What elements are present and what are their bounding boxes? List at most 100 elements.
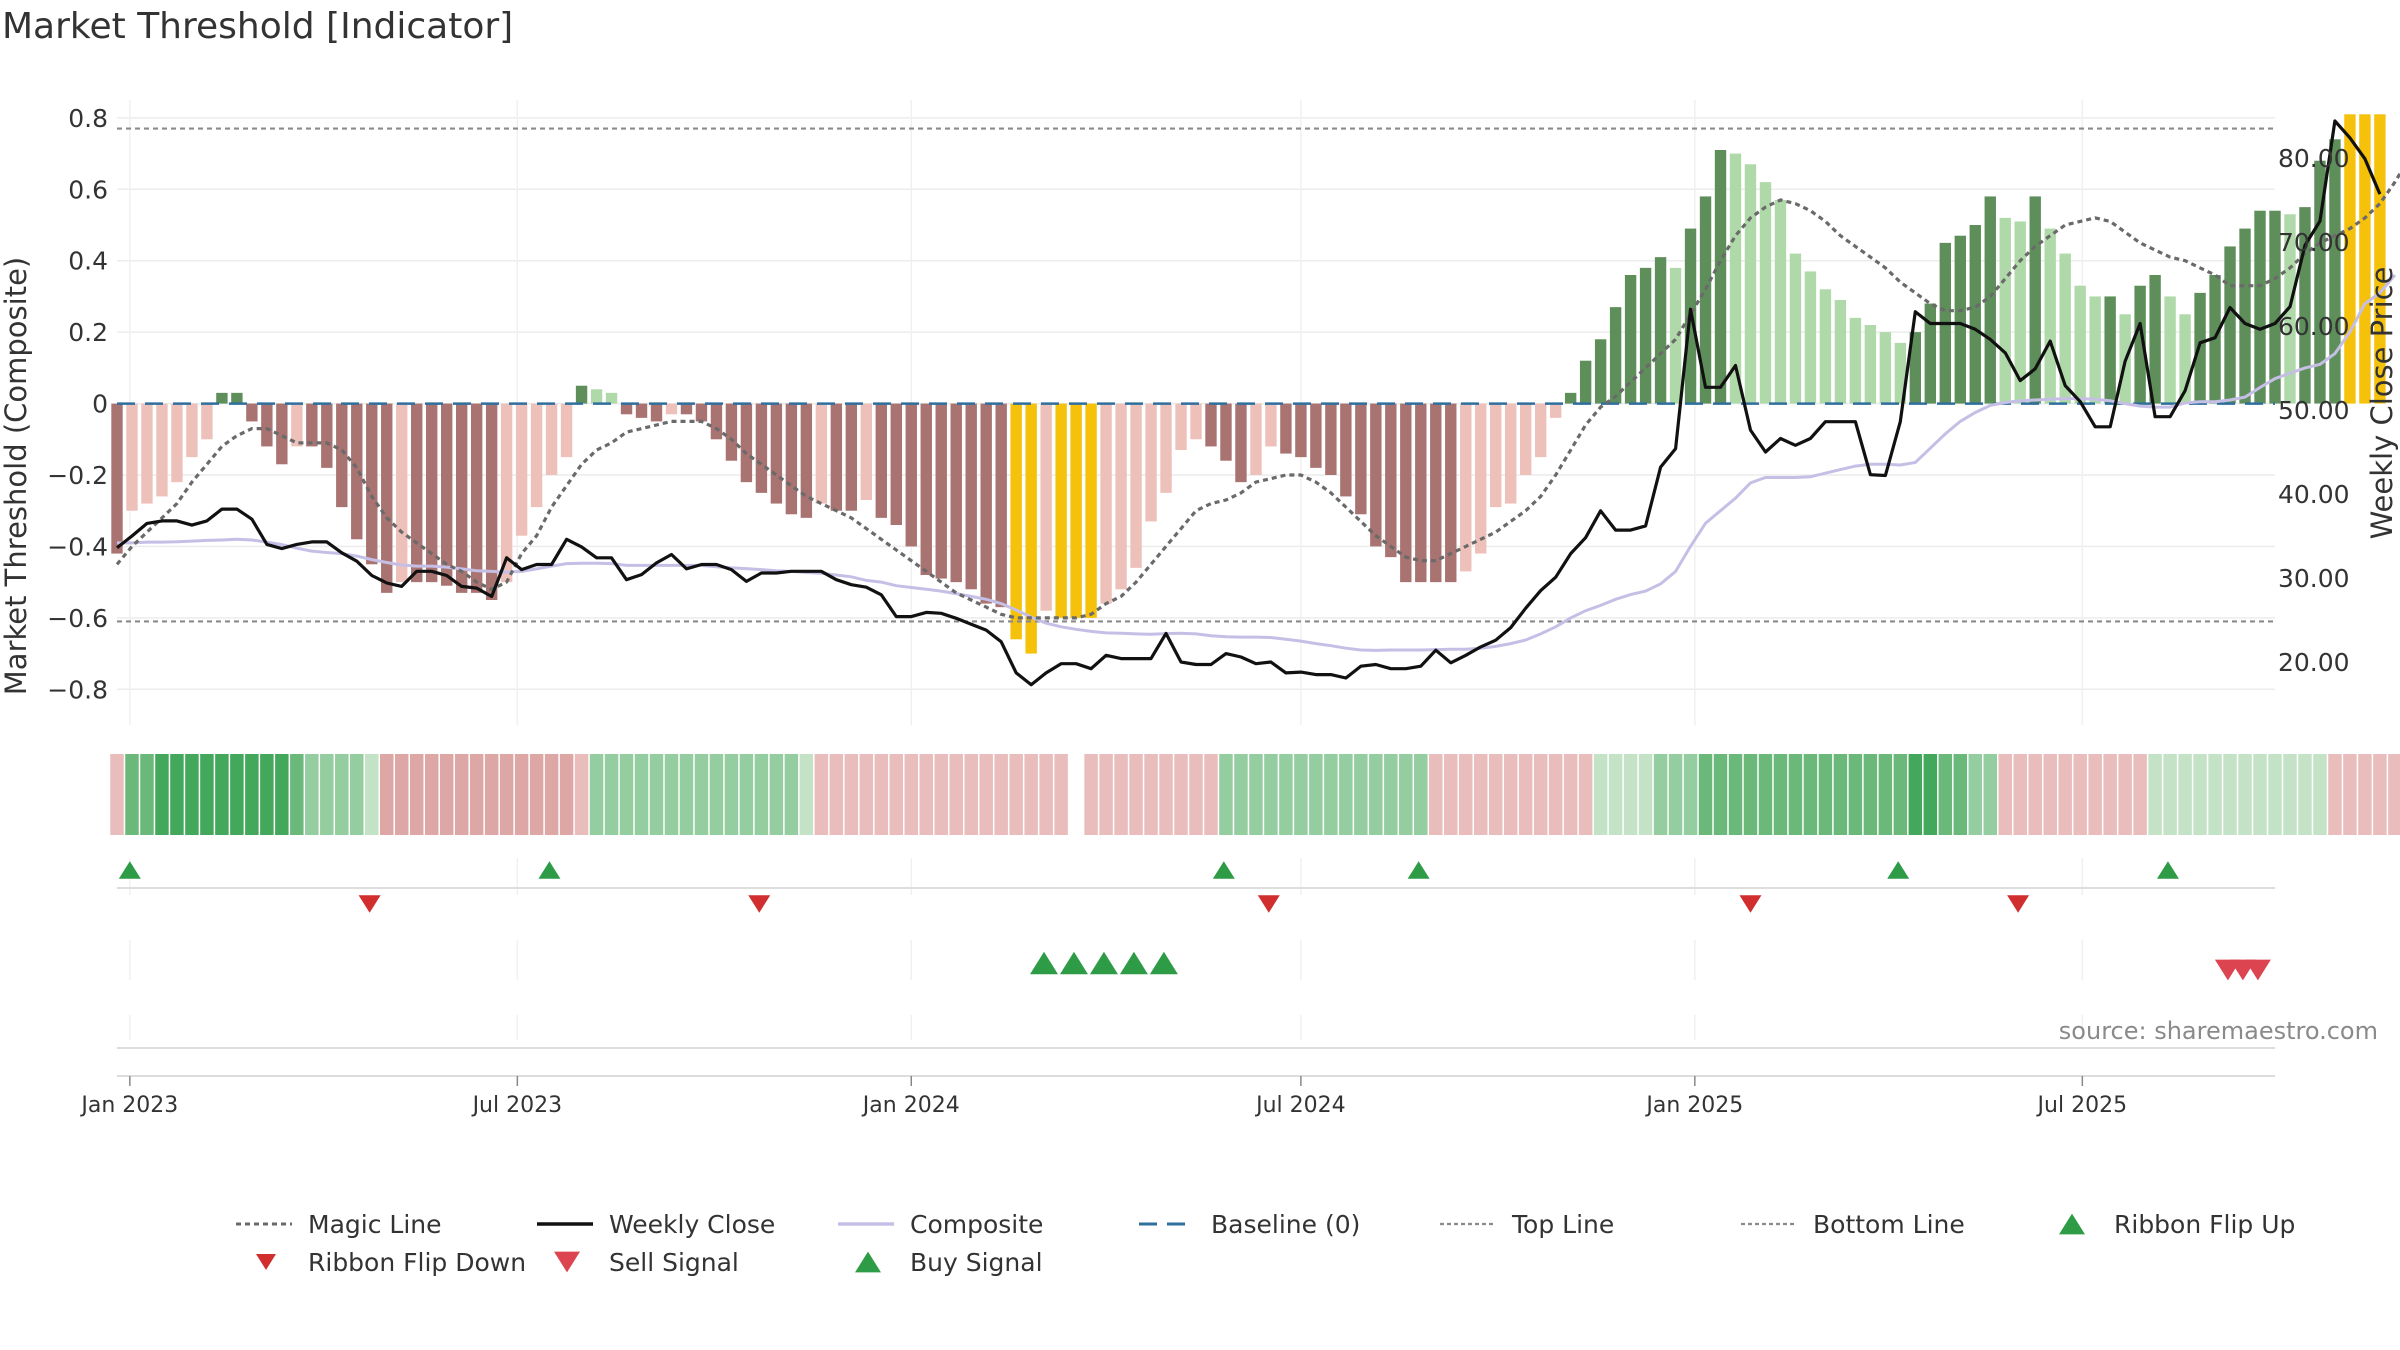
ribbon-cell — [2328, 754, 2342, 835]
ribbon-cell — [215, 754, 229, 835]
legend-label: Ribbon Flip Down — [308, 1248, 526, 1277]
signal-panel — [117, 861, 2275, 1077]
ribbon-cell — [1309, 754, 1323, 835]
histogram-bar — [1205, 403, 1217, 447]
ribbon-cell — [1054, 754, 1068, 835]
ribbon-cell — [1533, 754, 1548, 835]
ribbon-cell — [2223, 754, 2237, 835]
ribbon-cell — [2238, 754, 2252, 835]
histogram-bar — [1370, 403, 1382, 547]
ribbon-cell — [1189, 754, 1203, 835]
ribbon-cell — [949, 754, 963, 835]
histogram-bar — [1160, 403, 1172, 493]
histogram-bar — [1310, 403, 1322, 468]
histogram-bar — [680, 403, 693, 415]
histogram-bar — [620, 403, 633, 415]
ribbon-cell — [1219, 754, 1233, 835]
ribbon-cell — [469, 754, 484, 835]
histogram-bar — [1594, 339, 1607, 404]
ribbon-cell — [1264, 754, 1278, 835]
histogram-bar — [1909, 332, 1922, 404]
ribbon-cell — [649, 754, 664, 835]
x-tick-label: Jan 2023 — [79, 1093, 178, 1118]
histogram-bar — [710, 403, 723, 440]
ribbon-cell — [1324, 754, 1338, 835]
ribbon-cell — [2043, 754, 2057, 835]
legend-triangle-down-icon — [256, 1254, 276, 1270]
y-tick-label: 0.8 — [68, 104, 108, 133]
y-tick-label: −0.4 — [47, 532, 108, 561]
ribbon-cell — [155, 754, 169, 835]
histogram-bar — [111, 403, 123, 554]
ribbon-cell — [709, 754, 724, 835]
ribbon-cell — [829, 754, 844, 835]
histogram-bar — [2344, 114, 2356, 404]
level-lines — [117, 127, 2275, 623]
histogram-bar — [1265, 403, 1277, 447]
histogram-bar — [950, 403, 962, 583]
histogram-bar — [2254, 210, 2266, 404]
ribbon-cell — [230, 754, 244, 835]
histogram-bar — [1280, 403, 1292, 454]
ribbon-cell — [1953, 754, 1968, 835]
ribbon-cell — [1848, 754, 1863, 835]
ribbon-cell — [365, 754, 379, 835]
ribbon-cell — [604, 754, 619, 835]
ribbon-panel — [110, 754, 2400, 835]
histogram-bar — [411, 403, 423, 583]
ribbon-cell — [2313, 754, 2327, 835]
histogram-bar — [306, 403, 318, 447]
ribbon-cell — [769, 754, 784, 835]
ribbon-cell — [1234, 754, 1248, 835]
histogram-bar — [2044, 228, 2056, 404]
histogram-bar — [1100, 403, 1112, 604]
histogram-bar — [665, 403, 678, 415]
ribbon-cell — [1638, 754, 1653, 835]
ribbon-cell — [634, 754, 649, 835]
ribbon-cell — [185, 754, 199, 835]
ribbon-cell — [574, 754, 589, 835]
weekly-close-line — [116, 119, 2382, 687]
histogram-bar — [1834, 300, 1847, 404]
histogram-bar — [141, 403, 153, 504]
ribbon-cell — [2163, 754, 2177, 835]
ribbon-cell — [889, 754, 904, 835]
histogram-bar — [1055, 403, 1067, 618]
y-axis-label: Market Threshold (Composite) — [0, 257, 33, 695]
ribbon-cell — [1384, 754, 1398, 835]
legend-label: Buy Signal — [910, 1248, 1043, 1277]
legend-item: Ribbon Flip Up — [2059, 1210, 2295, 1239]
histogram-bar — [875, 403, 887, 518]
legend-label: Composite — [910, 1210, 1043, 1239]
ribbon-cell — [1608, 754, 1623, 835]
legend-label: Ribbon Flip Up — [2114, 1210, 2295, 1239]
histogram-bar — [156, 403, 168, 497]
histogram-bar — [1519, 403, 1532, 475]
histogram-bar — [1714, 150, 1727, 404]
ribbon-cell — [739, 754, 754, 835]
histogram-bar — [605, 392, 618, 404]
histogram-bar — [2374, 114, 2386, 404]
legend-triangle-down-icon — [554, 1251, 580, 1273]
histogram-bar — [455, 403, 468, 593]
legend-label: Sell Signal — [609, 1248, 739, 1277]
ribbon-cell — [619, 754, 634, 835]
ribbon-cell — [439, 754, 454, 835]
histogram-bar — [2299, 207, 2311, 404]
ribbon-cell — [799, 754, 814, 835]
histogram-bar — [1295, 403, 1307, 458]
histogram-bar — [1669, 267, 1682, 404]
ribbon-cell — [2088, 754, 2102, 835]
histogram-bar — [2059, 253, 2071, 404]
legend-item: Ribbon Flip Down — [256, 1248, 526, 1277]
buy-signal-marker — [1089, 951, 1118, 975]
y2-tick-label: 80.00 — [2278, 144, 2350, 173]
ribbon-cell — [499, 754, 514, 835]
legend-label: Bottom Line — [1813, 1210, 1965, 1239]
ribbon-cell — [290, 754, 304, 835]
buy-signal-marker — [1029, 951, 1058, 975]
legend-item: Sell Signal — [554, 1248, 739, 1277]
histogram-bar — [1430, 403, 1442, 583]
ribbon-cell — [1968, 754, 1983, 835]
